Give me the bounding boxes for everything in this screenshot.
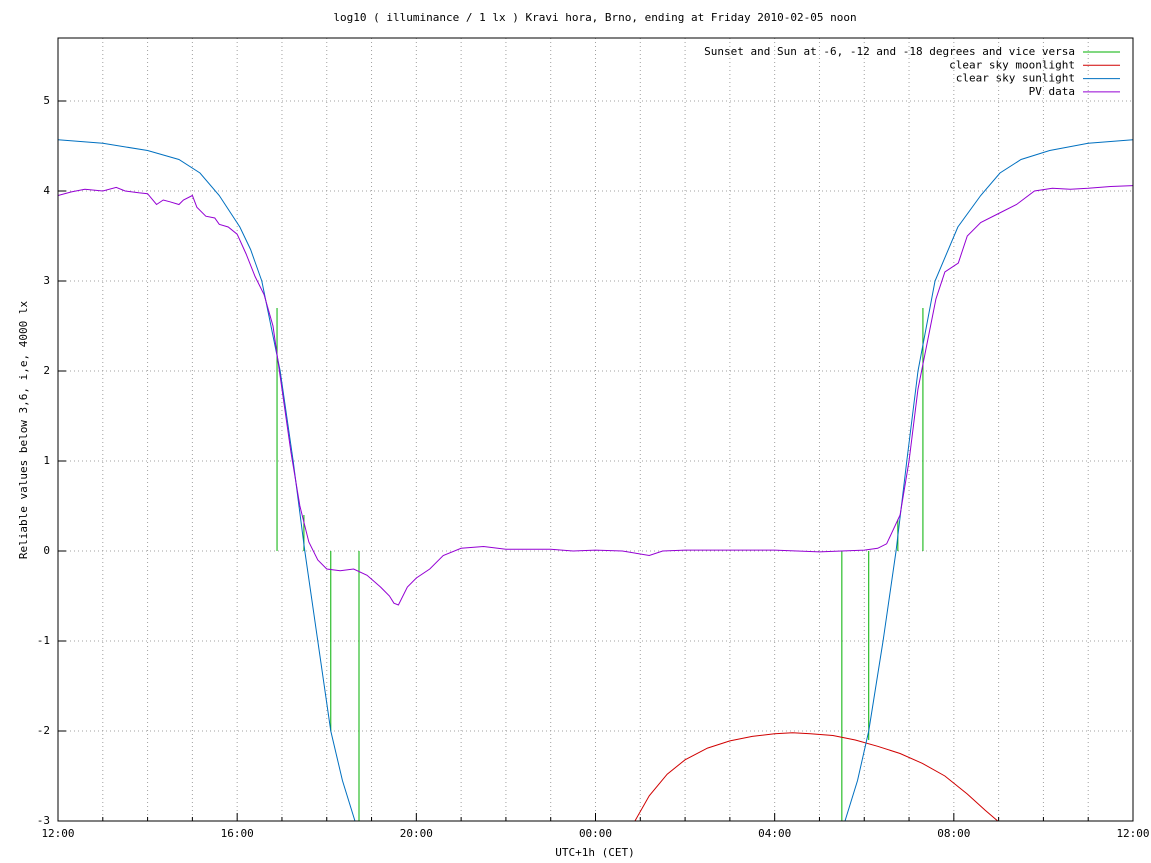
legend-label: PV data <box>1029 85 1075 98</box>
grid <box>57 38 1134 822</box>
y-tick-label: -2 <box>37 724 50 737</box>
chart-title: log10 ( illuminance / 1 lx ) Kravi hora,… <box>333 11 856 24</box>
x-tick-label: 04:00 <box>758 827 791 840</box>
x-tick-label: 12:00 <box>1116 827 1149 840</box>
plot-area <box>58 139 1133 821</box>
legend-label: clear sky moonlight <box>949 58 1075 71</box>
y-tick-label: -1 <box>37 634 50 647</box>
y-axis-label: Reliable values below 3,6, i,e, 4000 lx <box>17 300 30 559</box>
x-tick-label: 20:00 <box>400 827 433 840</box>
series-line <box>58 139 1133 821</box>
y-tick-label: 3 <box>43 274 50 287</box>
y-tick-label: 0 <box>43 544 50 557</box>
legend: Sunset and Sun at -6, -12 and -18 degree… <box>704 45 1120 98</box>
x-tick-label: 00:00 <box>579 827 612 840</box>
y-tick-label: 4 <box>43 184 50 197</box>
y-tick-label: 5 <box>43 94 50 107</box>
series-line <box>58 185 1133 606</box>
y-tick-label: 1 <box>43 454 50 467</box>
x-tick-label: 16:00 <box>221 827 254 840</box>
x-tick-label: 12:00 <box>41 827 74 840</box>
y-tick-label: -3 <box>37 814 50 827</box>
plot-border <box>57 37 1134 822</box>
series-line <box>634 732 999 821</box>
x-axis-label: UTC+1h (CET) <box>555 846 634 859</box>
legend-label: clear sky sunlight <box>956 72 1075 85</box>
legend-label: Sunset and Sun at -6, -12 and -18 degree… <box>704 45 1075 58</box>
y-tick-label: 2 <box>43 364 50 377</box>
x-tick-label: 08:00 <box>937 827 970 840</box>
